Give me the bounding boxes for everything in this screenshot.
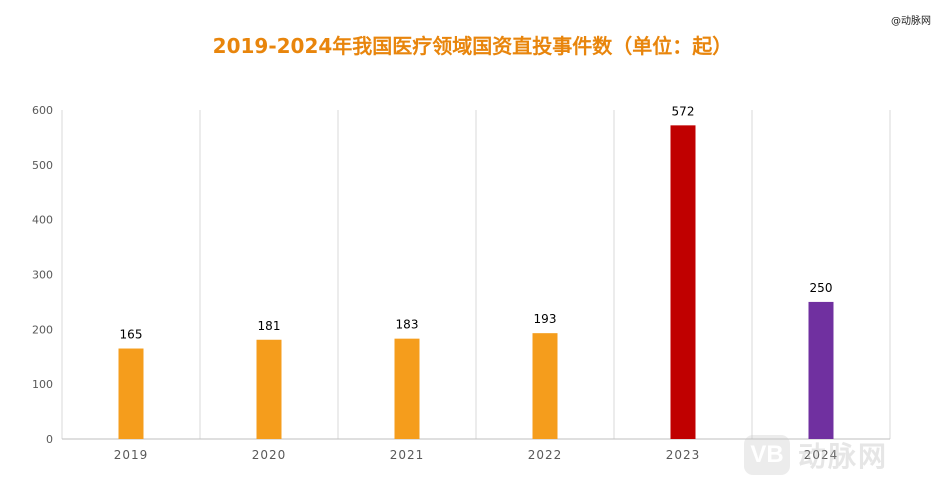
data-label-2021: 183 (396, 318, 419, 332)
data-label-2023: 572 (672, 104, 695, 118)
bar-2022 (532, 333, 558, 439)
x-tick-label-2021: 2021 (390, 448, 425, 462)
y-tick-label: 600 (32, 104, 53, 117)
x-tick-label-2020: 2020 (252, 448, 287, 462)
data-label-2019: 165 (120, 328, 143, 342)
bar-2023 (670, 125, 696, 439)
x-tick-label-2023: 2023 (666, 448, 701, 462)
watermark-text: 动脉网 (798, 440, 889, 473)
watermark-logo: VB (744, 435, 790, 475)
y-tick-label: 200 (32, 323, 53, 336)
chart-title: 2019-2024年我国医疗领域国资直投事件数（单位：起） (212, 34, 733, 58)
y-tick-label: 100 (32, 378, 53, 391)
watermark: VB 动脉网 (744, 435, 888, 475)
data-label-2022: 193 (534, 312, 557, 326)
bar-2021 (394, 338, 420, 439)
y-tick-label: 400 (32, 214, 53, 227)
x-tick-label-2022: 2022 (528, 448, 563, 462)
y-tick-label: 500 (32, 159, 53, 172)
x-tick-label-2019: 2019 (114, 448, 149, 462)
y-tick-label: 0 (46, 433, 53, 446)
bar-2019 (118, 348, 144, 439)
source-tag: @动脉网 (891, 16, 931, 27)
data-label-2024: 250 (810, 281, 833, 295)
x-tick-label-2024: 2024 (804, 448, 839, 462)
bar-2024 (808, 301, 834, 439)
data-label-2020: 181 (258, 319, 281, 333)
bar-2020 (256, 339, 282, 439)
y-tick-label: 300 (32, 269, 53, 282)
